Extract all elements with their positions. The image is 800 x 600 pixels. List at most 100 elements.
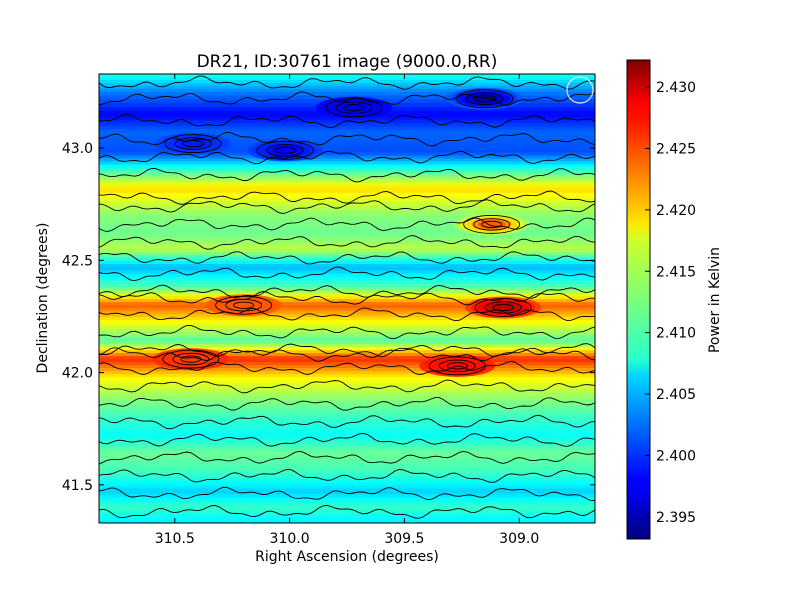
heatmap-band: [99, 323, 595, 327]
contour-line: [99, 217, 595, 232]
heatmap-band: [99, 347, 595, 351]
heatmap-band: [99, 161, 595, 166]
contour-line: [99, 450, 595, 465]
contour-line: [99, 91, 595, 106]
heatmap-band: [99, 326, 595, 330]
colorbar-tick-label: 2.425: [656, 141, 696, 157]
contour-loop: [174, 137, 212, 150]
y-tick-label: 41.5: [62, 478, 93, 494]
heatmap-band: [99, 267, 595, 272]
heatmap-band: [99, 296, 595, 300]
x-axis: 310.5 310.0 309.5 309.0: [155, 74, 539, 547]
heatmap-band: [99, 460, 595, 465]
contour-line: [99, 150, 595, 165]
heatmap-band: [99, 132, 595, 137]
heatmap-band: [99, 227, 595, 232]
contour-line: [99, 486, 595, 502]
colorbar-tick-label: 2.420: [656, 203, 696, 219]
heatmap-band: [99, 329, 595, 333]
heatmap-band: [99, 255, 595, 259]
contour-loop: [474, 298, 532, 317]
heatmap-band: [99, 488, 595, 493]
heatmap-band: [99, 374, 595, 378]
heatmap-band: [99, 494, 595, 498]
heatmap-band: [99, 441, 595, 446]
chart-title: DR21, ID:30761 image (9000.0,RR): [197, 52, 498, 72]
heatmap-band: [99, 210, 595, 217]
heatmap-band: [99, 233, 595, 237]
y-tick-label: 43.0: [62, 141, 93, 157]
heatmap-band: [99, 149, 595, 154]
heatmap-band: [99, 395, 595, 401]
colorbar-label: Power in Kelvin: [707, 247, 723, 353]
heatmap-band: [99, 167, 595, 172]
contour-line: [99, 113, 595, 129]
contour-loop: [492, 303, 514, 312]
heatmap-band: [99, 236, 595, 240]
heatmap-band: [99, 420, 595, 425]
contour-loop: [325, 98, 383, 118]
heatmap-band: [99, 308, 595, 312]
heatmap-band: [99, 438, 595, 443]
heatmap-band: [99, 197, 595, 203]
heatmap-band: [99, 350, 595, 354]
heatmap-band: [99, 377, 595, 382]
heatmap-band: [99, 356, 595, 360]
heatmap-band: [99, 158, 595, 163]
heatmap-band: [99, 320, 595, 324]
heatmap-band: [99, 450, 595, 455]
heatmap-band: [99, 362, 595, 366]
heatmap-band: [99, 432, 595, 437]
colorbar-ticks: 2.395 2.400 2.405 2.410 2.415 2.420 2.425 2.430: [645, 80, 696, 526]
heatmap-band: [99, 142, 595, 147]
heatmap-band: [99, 399, 595, 404]
heatmap-band: [99, 258, 595, 262]
heatmap-band: [99, 463, 595, 468]
heatmap-band: [99, 74, 595, 78]
heatmap-band: [99, 76, 595, 81]
heatmap-band: [99, 317, 595, 321]
heatmap-band: [99, 305, 595, 309]
heatmap-band: [99, 179, 595, 184]
heatmap-band: [99, 135, 595, 140]
heatmap-band: [99, 230, 595, 234]
contour-loop: [438, 359, 476, 373]
heatmap-band: [99, 273, 595, 278]
colorbar-tick-label: 2.430: [656, 80, 696, 96]
heatmap-band: [99, 185, 595, 190]
contour-line: [99, 468, 595, 483]
colorbar-tick-label: 2.415: [656, 264, 696, 280]
heatmap-band: [99, 456, 595, 461]
contour-line: [99, 168, 595, 183]
contour-loop: [473, 218, 511, 231]
heatmap-band: [99, 277, 595, 282]
heatmap-band: [99, 485, 595, 490]
colorbar-tick-label: 2.400: [656, 448, 696, 464]
contour-loop: [481, 220, 503, 229]
contour-loop: [274, 146, 296, 154]
heatmap-band: [99, 512, 595, 516]
contour-loop: [484, 301, 522, 314]
heatmap-band: [99, 170, 595, 175]
heatmap-band: [99, 129, 595, 133]
contour-line: [99, 284, 595, 299]
contour-line: [99, 199, 595, 214]
contour-line: [99, 251, 595, 265]
heatmap-band: [99, 192, 595, 199]
heatmap-band: [99, 188, 595, 194]
contour-loop: [162, 349, 220, 369]
contour-line: [99, 379, 595, 394]
heatmap-band: [99, 368, 595, 372]
heatmap-band: [99, 338, 595, 342]
contour-line: [99, 75, 595, 90]
heatmap-band: [99, 126, 595, 130]
contour-loop: [180, 355, 202, 363]
contour-loop: [463, 215, 521, 234]
heatmap-band: [99, 444, 595, 449]
heatmap-band: [99, 344, 595, 348]
contour-loop: [428, 356, 486, 376]
heatmap-band: [99, 145, 595, 150]
contour-line: [99, 361, 595, 375]
heatmap-band: [99, 429, 595, 434]
